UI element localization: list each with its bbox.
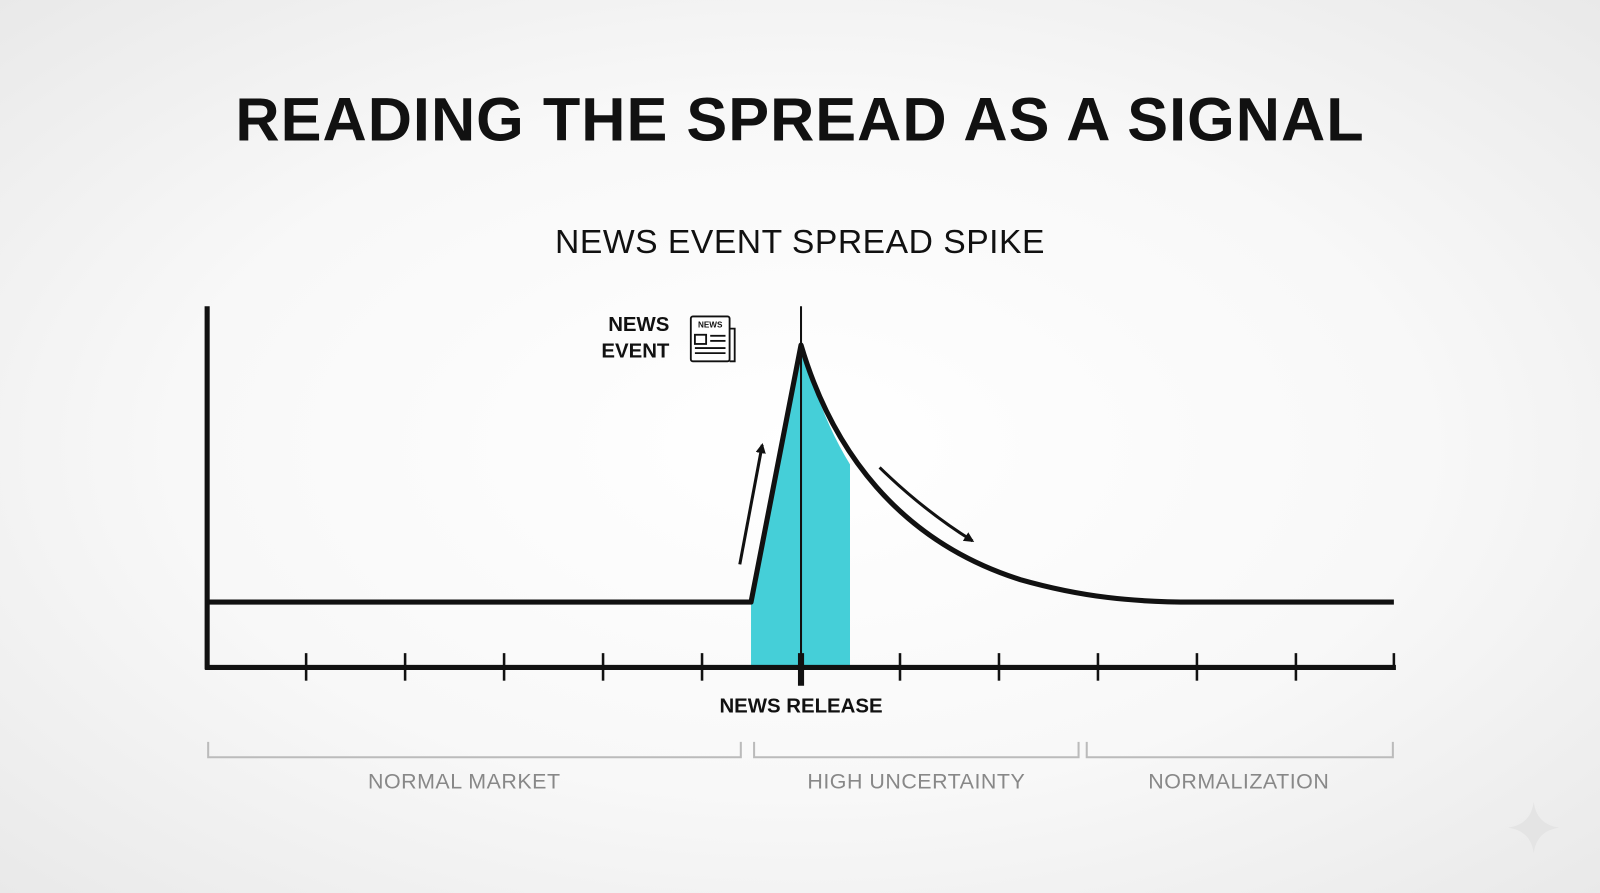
subtitle: NEWS EVENT SPREAD SPIKE (555, 224, 1045, 261)
ticks (304, 653, 1396, 681)
marker-label: NEWS RELEASE (719, 696, 882, 718)
phase-label: NORMAL MARKET (368, 769, 561, 793)
phase-brackets (207, 741, 1394, 759)
phase-label: HIGH UNCERTAINTY (807, 769, 1025, 793)
watermark (1508, 802, 1560, 854)
spread-curve (207, 342, 1394, 605)
rise-arrow (738, 442, 766, 565)
title: READING THE SPREAD AS A SIGNAL (235, 86, 1364, 154)
news-icon (689, 315, 736, 363)
phase-label: NORMALIZATION (1148, 769, 1329, 793)
news-label: NEWS (608, 314, 669, 336)
news-label: EVENT (601, 341, 670, 363)
fall-arrow (878, 466, 975, 543)
icon-text: NEWS (698, 321, 723, 330)
